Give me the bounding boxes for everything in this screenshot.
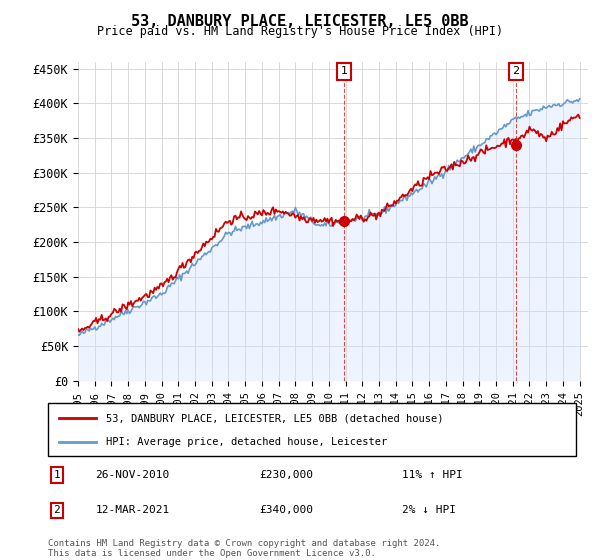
Text: £340,000: £340,000 (259, 505, 313, 515)
Text: Price paid vs. HM Land Registry's House Price Index (HPI): Price paid vs. HM Land Registry's House … (97, 25, 503, 38)
Text: Contains HM Land Registry data © Crown copyright and database right 2024.
This d: Contains HM Land Registry data © Crown c… (48, 539, 440, 558)
Text: 53, DANBURY PLACE, LEICESTER, LE5 0BB (detached house): 53, DANBURY PLACE, LEICESTER, LE5 0BB (d… (106, 413, 443, 423)
Text: 2% ↓ HPI: 2% ↓ HPI (402, 505, 456, 515)
FancyBboxPatch shape (48, 403, 576, 456)
Text: 11% ↑ HPI: 11% ↑ HPI (402, 470, 463, 480)
Text: 2: 2 (512, 66, 520, 76)
Text: £230,000: £230,000 (259, 470, 313, 480)
Text: 2: 2 (53, 505, 60, 515)
Text: HPI: Average price, detached house, Leicester: HPI: Average price, detached house, Leic… (106, 436, 388, 446)
Text: 1: 1 (340, 66, 347, 76)
Text: 26-NOV-2010: 26-NOV-2010 (95, 470, 170, 480)
Text: 53, DANBURY PLACE, LEICESTER, LE5 0BB: 53, DANBURY PLACE, LEICESTER, LE5 0BB (131, 14, 469, 29)
Text: 12-MAR-2021: 12-MAR-2021 (95, 505, 170, 515)
Text: 1: 1 (53, 470, 60, 480)
